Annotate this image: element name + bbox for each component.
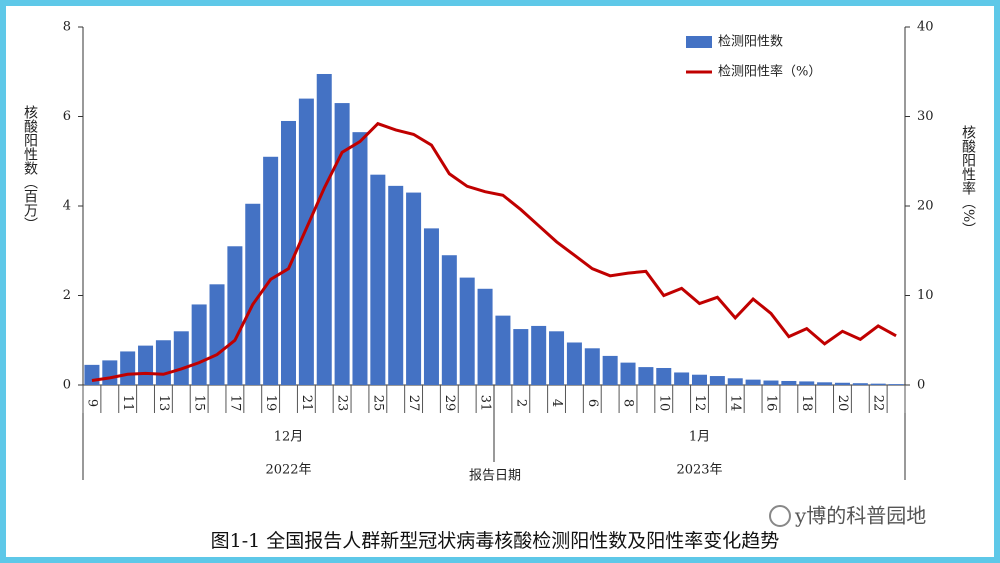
y2-tick-label: 10 — [917, 288, 934, 303]
bar — [423, 228, 439, 385]
bar — [477, 288, 493, 385]
bar — [138, 345, 154, 385]
x-tick-label: 12 — [692, 395, 707, 412]
x-tick-label: 27 — [406, 395, 421, 412]
bar — [549, 331, 565, 385]
bar — [531, 325, 547, 385]
year-label: 2023年 — [676, 463, 722, 478]
bar — [638, 367, 654, 385]
x-tick-label: 15 — [192, 395, 207, 412]
legend-swatch — [686, 36, 712, 48]
bar — [459, 277, 475, 385]
bar — [674, 372, 690, 385]
x-tick-label: 16 — [763, 395, 778, 412]
x-tick-label: 19 — [263, 395, 278, 412]
bar — [352, 132, 368, 385]
bar — [495, 315, 511, 385]
chart-title: 图1-1 全国报告人群新型冠状病毒核酸检测阳性数及阳性率变化趋势 — [211, 530, 780, 552]
bar — [388, 185, 404, 385]
legend-label: 检测阳性数 — [718, 35, 783, 50]
bar — [691, 374, 708, 385]
legend-label: 检测阳性率（%） — [718, 64, 821, 80]
bar — [727, 378, 743, 385]
x-tick-label: 21 — [299, 395, 314, 412]
bar — [209, 284, 225, 385]
bar — [852, 383, 868, 385]
x-tick-label: 17 — [227, 395, 242, 412]
bar — [620, 362, 636, 385]
bar — [513, 329, 529, 385]
y-tick-label: 2 — [63, 288, 71, 303]
watermark-icon — [769, 505, 791, 527]
x-tick-label: 6 — [585, 399, 600, 407]
y2-tick-label: 30 — [917, 109, 934, 124]
bar — [155, 340, 171, 385]
bar — [245, 203, 261, 385]
y-tick-label: 4 — [63, 199, 71, 214]
x-tick-label: 4 — [549, 399, 564, 407]
bar — [84, 364, 100, 385]
bar — [584, 348, 600, 385]
bar — [602, 355, 618, 385]
bar — [120, 351, 136, 385]
x-tick-label: 20 — [835, 395, 850, 412]
line — [91, 121, 897, 383]
bar — [566, 342, 582, 385]
y2-tick-label: 0 — [917, 378, 925, 393]
y-axis-label: 核酸阳性数（百万） — [22, 105, 38, 231]
bar — [888, 384, 904, 385]
bar — [441, 255, 457, 385]
bar — [656, 367, 672, 385]
x-tick-label: 25 — [370, 395, 385, 412]
x-tick-label: 13 — [156, 395, 171, 412]
x-tick-label: 8 — [621, 399, 636, 407]
bar — [781, 380, 797, 385]
year-label: 2022年 — [265, 463, 311, 478]
watermark: y博的科普园地 — [794, 504, 926, 528]
y2-tick-label: 20 — [917, 199, 934, 214]
month-label: 1月 — [689, 430, 710, 445]
bar — [370, 174, 386, 385]
annotation: 报告日期 — [469, 469, 521, 484]
x-tick-label: 9 — [84, 399, 99, 407]
bar — [334, 103, 350, 385]
bar — [102, 360, 118, 385]
bar — [263, 156, 279, 385]
bar — [745, 379, 761, 385]
month-label: 12月 — [274, 430, 304, 445]
y2-tick-label: 40 — [917, 20, 934, 35]
bar — [799, 381, 815, 385]
x-tick-label: 31 — [478, 395, 493, 412]
bar — [406, 192, 422, 385]
bar — [817, 382, 833, 385]
bar — [763, 380, 779, 385]
x-tick-label: 10 — [656, 395, 671, 412]
bar — [316, 73, 332, 386]
bar — [173, 331, 189, 385]
bar — [191, 304, 207, 385]
x-tick-label: 29 — [442, 395, 457, 412]
y-tick-label: 6 — [63, 109, 71, 124]
bar — [834, 382, 850, 385]
y-tick-label: 0 — [63, 378, 71, 393]
x-tick-label: 23 — [335, 395, 350, 412]
bar — [280, 120, 297, 385]
x-tick-label: 18 — [799, 395, 814, 412]
bar — [709, 376, 725, 385]
x-tick-label: 11 — [120, 395, 135, 412]
x-tick-label: 2 — [513, 399, 528, 407]
bar — [227, 246, 243, 385]
bar — [870, 383, 886, 385]
y2-axis-label: 核酸阳性率（%） — [960, 125, 976, 236]
bar — [298, 98, 314, 385]
y-tick-label: 8 — [63, 20, 71, 35]
x-tick-label: 22 — [871, 395, 886, 412]
x-tick-label: 14 — [728, 395, 743, 412]
